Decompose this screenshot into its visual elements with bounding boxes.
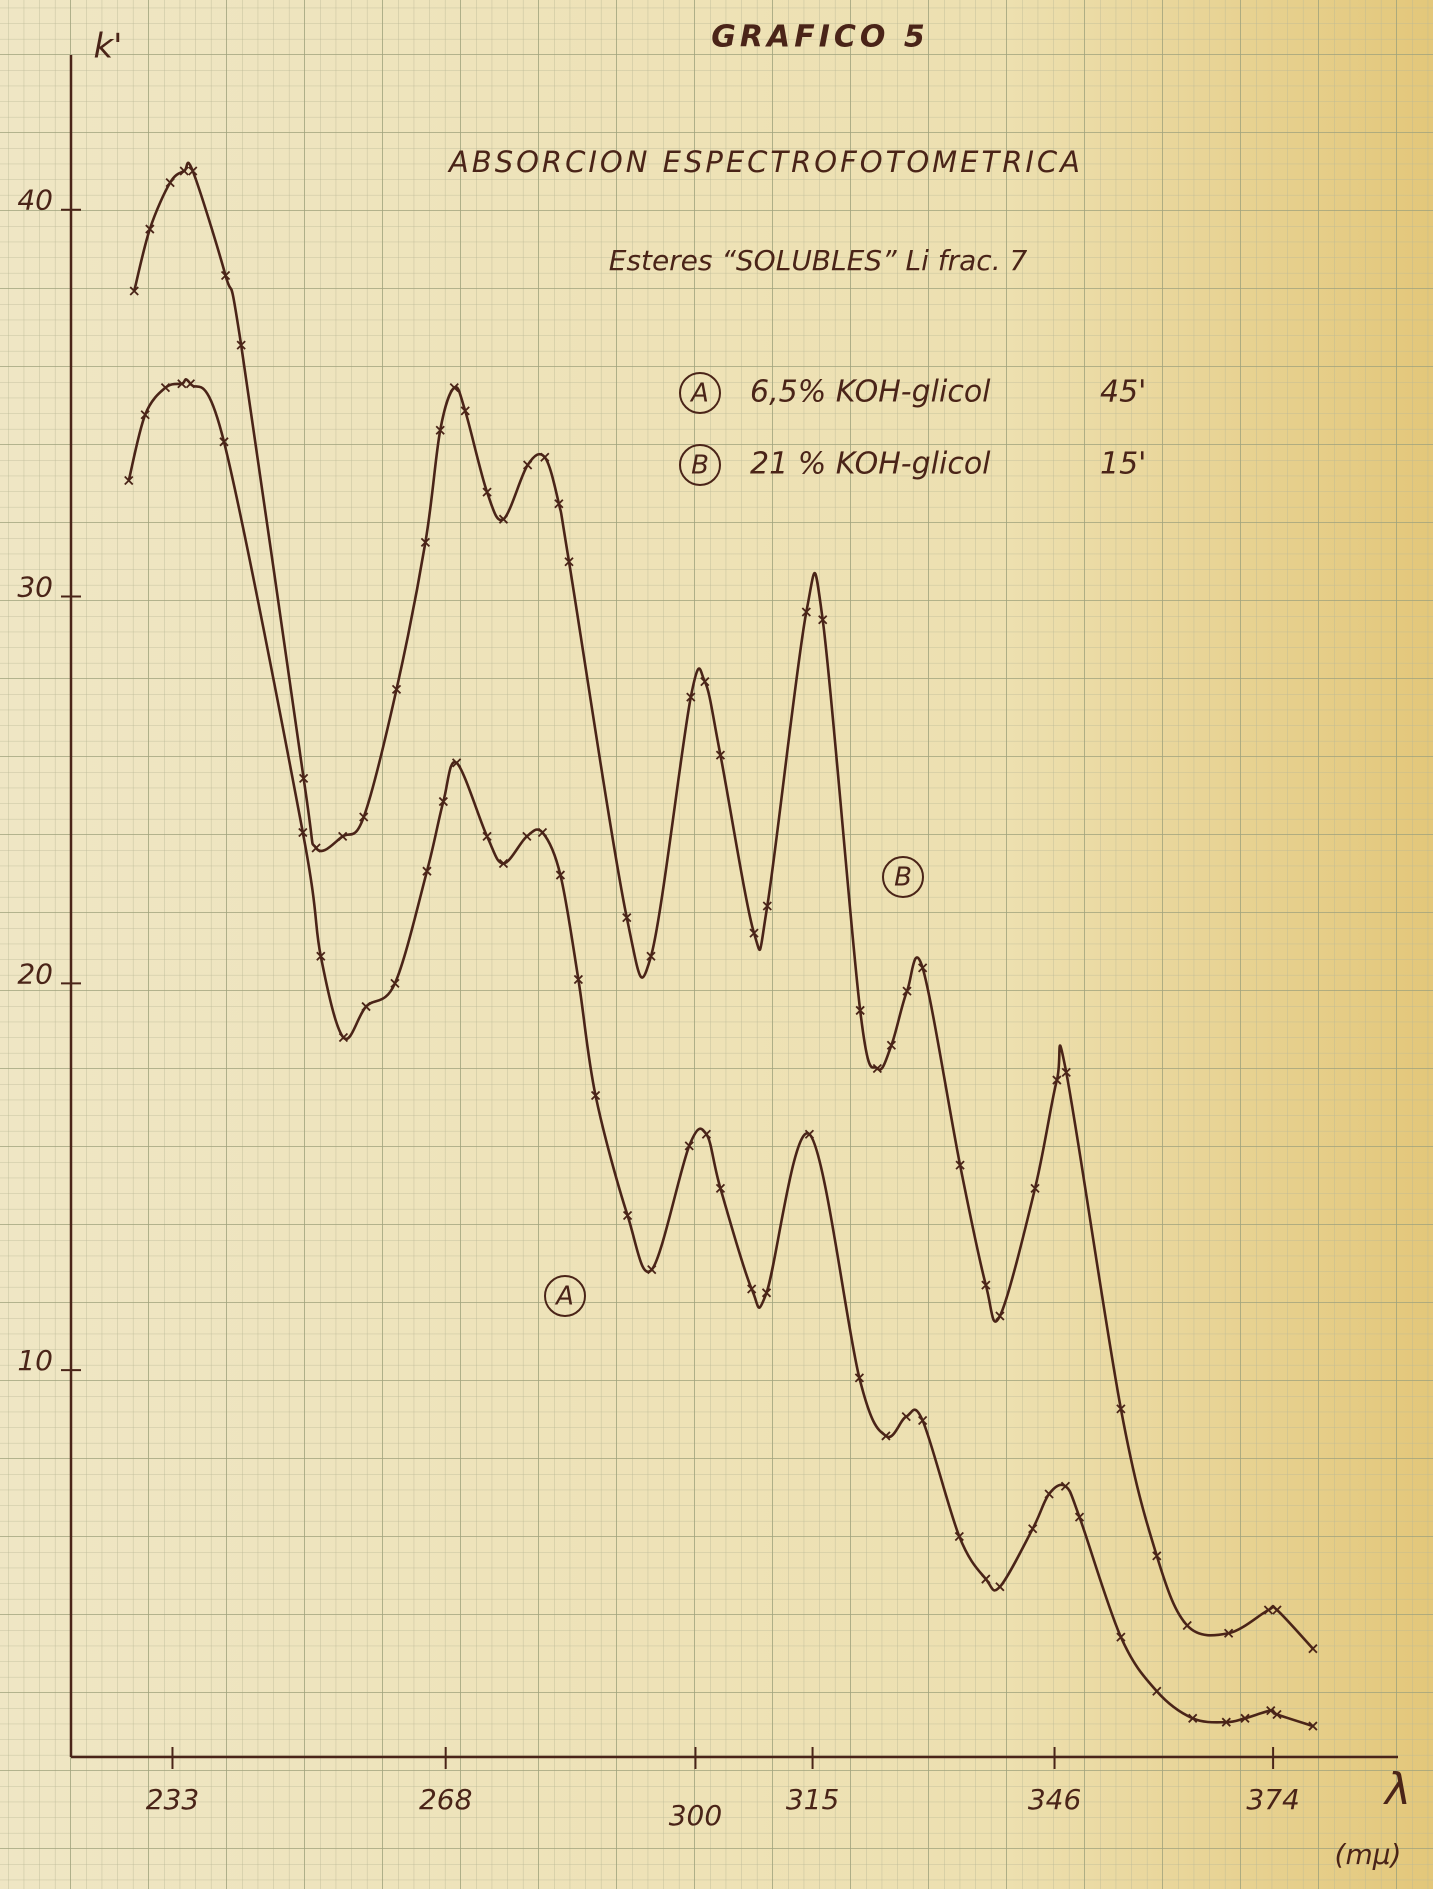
legend-time: 45'	[1100, 375, 1146, 410]
x-tick-label: 233	[146, 1783, 199, 1816]
y-tick-label: 10	[17, 1344, 53, 1377]
y-tick-label: 20	[17, 957, 53, 990]
chart: GRAFICO 5 ABSORCION ESPECTROFOTOMETRICA …	[0, 0, 1433, 1889]
x-tick-label: 268	[419, 1783, 472, 1816]
paper-grid-major	[0, 0, 1433, 1889]
chart-subtitle-2: Esteres “SOLUBLES” Li frac. 7	[609, 244, 1028, 277]
x-axis-label: λ	[1383, 1764, 1411, 1815]
legend-key: B	[691, 451, 709, 481]
x-tick-label: 315	[786, 1783, 839, 1816]
curve-label: B	[894, 863, 912, 893]
legend-text: 21 % KOH-glicol	[750, 447, 991, 482]
y-axis-label: k'	[93, 27, 122, 67]
x-tick-label: 374	[1246, 1783, 1299, 1816]
legend-key: A	[689, 379, 709, 409]
curve-label: A	[554, 1282, 574, 1312]
chart-subtitle: ABSORCION ESPECTROFOTOMETRICA	[447, 145, 1083, 179]
x-tick-label: 346	[1028, 1783, 1081, 1816]
legend-text: 6,5% KOH-glicol	[750, 375, 991, 410]
y-tick-label: 30	[17, 571, 53, 604]
page: GRAFICO 5 ABSORCION ESPECTROFOTOMETRICA …	[0, 0, 1433, 1889]
legend-time: 15'	[1100, 447, 1146, 482]
x-tick-label: 300	[669, 1799, 722, 1832]
x-axis-unit: (mμ)	[1335, 1838, 1402, 1871]
chart-title: GRAFICO 5	[711, 20, 928, 55]
y-tick-label: 40	[17, 184, 53, 217]
